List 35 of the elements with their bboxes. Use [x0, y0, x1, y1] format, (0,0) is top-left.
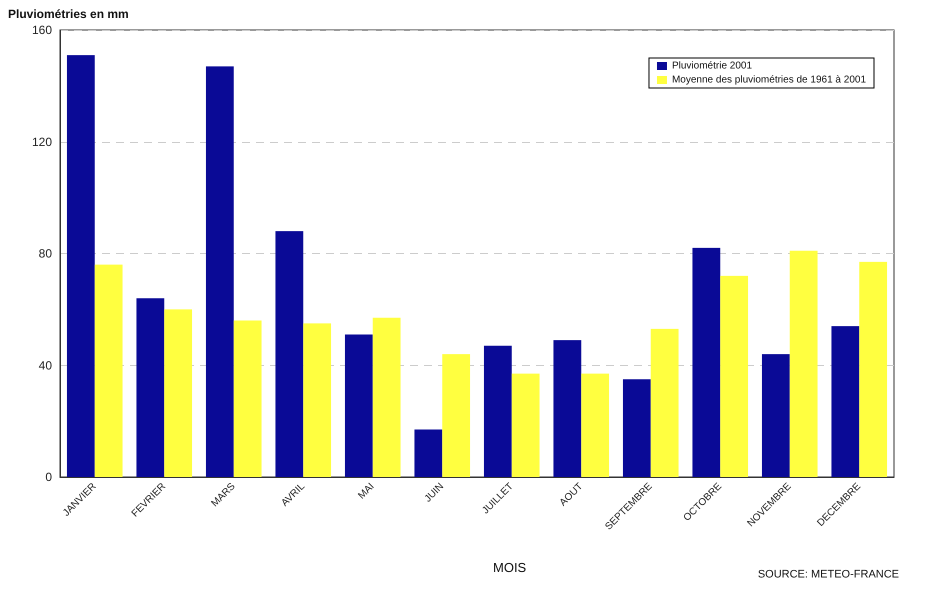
bar: [164, 309, 192, 477]
y-tick-label: 120: [32, 134, 52, 149]
bar: [372, 318, 401, 477]
bar: [344, 334, 373, 477]
bar: [94, 264, 123, 477]
bar: [136, 298, 164, 477]
y-tick-label: 160: [32, 23, 52, 37]
bar: [234, 320, 262, 477]
bar: [442, 354, 470, 477]
y-tick-label: 40: [38, 358, 52, 372]
y-tick-label: 0: [45, 470, 52, 484]
bar: [512, 374, 540, 477]
bar: [650, 328, 679, 477]
bar: [831, 326, 860, 477]
bar: [484, 346, 512, 477]
bar: [275, 231, 304, 477]
bar: [859, 262, 888, 477]
x-tick-label: MAI: [356, 481, 377, 502]
bar: [581, 374, 610, 477]
source-note: SOURCE: METEO-FRANCE: [758, 568, 900, 580]
legend-label: Moyenne des pluviométries de 1961 à 2001: [672, 74, 866, 86]
legend-label: Pluviométrie 2001: [672, 60, 752, 72]
bar: [303, 323, 332, 477]
bar: [790, 250, 818, 477]
bar: [66, 55, 95, 477]
bar: [720, 276, 748, 477]
y-axis-title: Pluviométries en mm: [8, 7, 129, 21]
bar: [762, 354, 790, 477]
bar: [414, 430, 442, 477]
bar: [622, 379, 651, 477]
bar: [206, 66, 234, 477]
bar: [553, 340, 582, 477]
bar: [692, 248, 720, 477]
x-axis-title: MOIS: [492, 560, 527, 575]
y-tick-label: 80: [38, 246, 52, 260]
